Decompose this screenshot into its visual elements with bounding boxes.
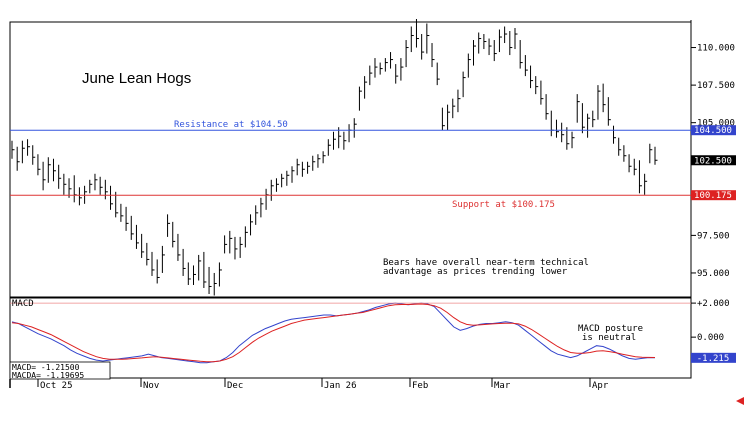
macd-annotation-line-1: MACD posture [578,324,643,334]
month-label: Nov [143,381,159,391]
price-tick-label: 97.500 [697,231,730,241]
macd-panel-title: MACD [12,299,34,309]
chart-title: June Lean Hogs [82,70,191,87]
macd-line [11,302,656,364]
last-price-tag: 102.500 [691,155,736,166]
macd-axis: +2.000 0.000 [691,299,730,359]
macd-value-tag: -1.215 [691,352,736,364]
svg-text:102.500: 102.500 [694,156,732,166]
x-axis: Oct 25 Nov Dec Jan 26 Feb Mar Apr [9,378,609,391]
annotation-line-1: Bears have overall near-term technical [383,258,589,268]
support-label: Support at $100.175 [452,200,555,210]
macd-readout: MACD= -1.21500 MACDA= -1.19695 [9,361,111,380]
month-label: Jan 26 [324,381,357,391]
scroll-left-arrow-icon[interactable] [736,397,744,405]
support-price-tag: 100.175 [691,190,736,201]
price-tick-label: 95.000 [697,269,730,279]
month-label: Mar [494,381,511,391]
price-axis: 110.000 107.500 105.000 97.500 95.000 [691,44,735,279]
resistance-price-tag: 104.500 [691,125,736,136]
macd-tick-label: +2.000 [697,299,730,309]
macd-tick-label: 0.000 [697,333,724,343]
month-label: Oct 25 [40,381,73,391]
price-tick-label: 105.000 [697,119,735,129]
resistance-label: Resistance at $104.50 [174,120,288,130]
svg-text:-1.215: -1.215 [697,354,730,364]
svg-text:100.175: 100.175 [694,191,732,201]
price-bars [11,18,658,296]
annotation-line-2: advantage as prices trending lower [383,267,568,277]
macda-readout-value: MACDA= -1.19695 [12,371,84,380]
price-tick-label: 110.000 [697,44,735,54]
price-panel [9,21,692,298]
macd-annotation-line-2: is neutral [582,333,636,343]
macd-panel [9,297,692,379]
macd-readout-value: MACD= -1.21500 [12,363,80,372]
price-tick-label: 107.500 [697,81,735,91]
macd-lines [11,302,656,364]
month-label: Feb [412,381,428,391]
month-label: Apr [592,381,609,391]
svg-text:104.500: 104.500 [694,126,732,136]
macda-line [11,303,656,363]
month-label: Dec [227,381,243,391]
